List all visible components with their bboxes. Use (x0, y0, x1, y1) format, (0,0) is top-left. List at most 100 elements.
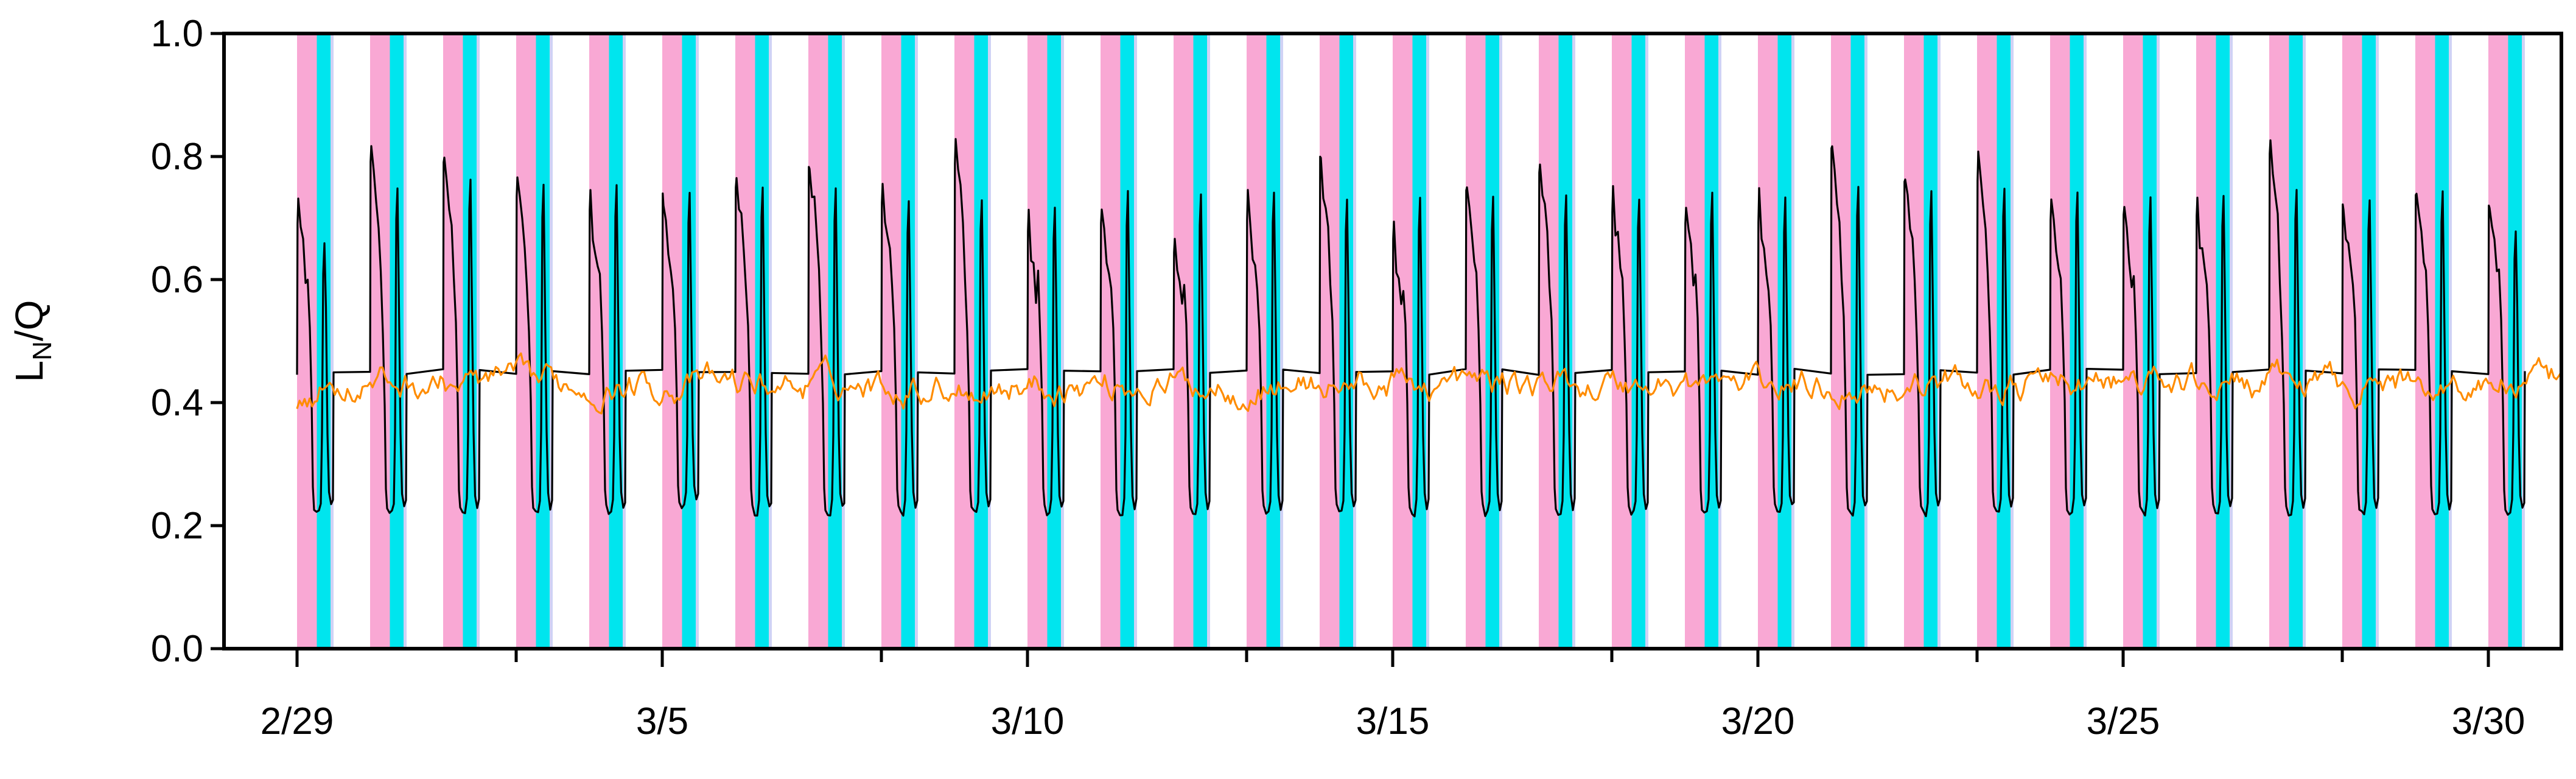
band-cyan (609, 33, 623, 649)
band-lavender (1864, 33, 1867, 649)
band-pink (1247, 33, 1267, 649)
band-cyan (2070, 33, 2084, 649)
band-pink (2196, 33, 2216, 649)
band-pink (2488, 33, 2508, 649)
band-cyan (1631, 33, 1645, 649)
band-lavender (550, 33, 553, 649)
band-lavender (915, 33, 918, 649)
band-cyan (317, 33, 331, 649)
y-axis-title-subscript: N (27, 341, 57, 361)
y-axis-title-rest: /Q (7, 300, 51, 342)
y-tick-label: 1.0 (151, 13, 203, 55)
band-pink (1466, 33, 1486, 649)
series-layer (296, 138, 2563, 518)
band-lavender (1791, 33, 1794, 649)
band-lavender (1645, 33, 1648, 649)
band-pink (954, 33, 975, 649)
band-pink (589, 33, 609, 649)
band-lavender (623, 33, 626, 649)
band-cyan (2143, 33, 2157, 649)
band-lavender (1134, 33, 1137, 649)
band-lavender (331, 33, 334, 649)
band-lavender (1572, 33, 1575, 649)
band-pink (443, 33, 463, 649)
band-lavender (1280, 33, 1283, 649)
x-tick-label: 3/5 (636, 700, 688, 742)
band-lavender (842, 33, 845, 649)
band-cyan (682, 33, 696, 649)
band-cyan (390, 33, 404, 649)
band-pink (1977, 33, 1997, 649)
band-pink (1027, 33, 1048, 649)
y-axis-title-main: L (7, 361, 51, 382)
band-lavender (1937, 33, 1941, 649)
band-cyan (1193, 33, 1207, 649)
x-tick-label: 3/25 (2087, 700, 2160, 742)
y-tick-label: 0.6 (151, 259, 203, 301)
band-pink (2123, 33, 2143, 649)
band-lavender (2011, 33, 2014, 649)
band-lavender (2303, 33, 2306, 649)
x-tick-label: 3/30 (2452, 700, 2525, 742)
band-pink (1685, 33, 1705, 649)
band-pink (1831, 33, 1851, 649)
y-axis: 0.0 0.2 0.4 0.6 0.8 1.0 (151, 13, 224, 670)
band-pink (881, 33, 901, 649)
band-lavender (988, 33, 991, 649)
band-pink (662, 33, 682, 649)
band-lavender (1718, 33, 1721, 649)
x-tick-label: 3/20 (1721, 700, 1795, 742)
y-tick-label: 0.4 (151, 382, 203, 424)
band-lavender (1353, 33, 1356, 649)
band-cyan (1339, 33, 1353, 649)
band-lavender (404, 33, 407, 649)
band-lavender (2157, 33, 2160, 649)
band-cyan (2362, 33, 2376, 649)
band-pink (297, 33, 317, 649)
band-pink (1539, 33, 1559, 649)
band-pink (1101, 33, 1121, 649)
band-cyan (974, 33, 988, 649)
band-cyan (1485, 33, 1499, 649)
x-axis: 2/29 3/5 3/10 3/15 3/20 3/25 3/30 (261, 649, 2525, 742)
series-orange-line (296, 352, 2563, 415)
y-tick-label: 0.2 (151, 505, 203, 547)
band-pink (808, 33, 828, 649)
band-lavender (2449, 33, 2452, 649)
y-axis-title: LN/Q (7, 300, 57, 382)
band-pink (2050, 33, 2070, 649)
band-pink (2415, 33, 2435, 649)
band-cyan (1120, 33, 1134, 649)
shaded-bands (297, 33, 2525, 649)
band-lavender (1499, 33, 1502, 649)
band-lavender (1061, 33, 1064, 649)
band-lavender (769, 33, 772, 649)
band-pink (1758, 33, 1778, 649)
band-cyan (828, 33, 842, 649)
band-pink (370, 33, 390, 649)
band-cyan (755, 33, 769, 649)
band-cyan (1997, 33, 2011, 649)
band-pink (516, 33, 536, 649)
band-cyan (2289, 33, 2303, 649)
band-cyan (1704, 33, 1718, 649)
band-pink (735, 33, 755, 649)
band-cyan (1266, 33, 1280, 649)
band-cyan (1923, 33, 1937, 649)
band-cyan (1558, 33, 1572, 649)
band-cyan (1412, 33, 1426, 649)
band-lavender (2230, 33, 2233, 649)
y-tick-label: 0.8 (151, 136, 203, 178)
band-cyan (536, 33, 550, 649)
x-tick-label: 3/15 (1356, 700, 1430, 742)
band-cyan (901, 33, 915, 649)
band-lavender (1207, 33, 1210, 649)
band-lavender (2522, 33, 2525, 649)
y-tick-label: 0.0 (151, 628, 203, 670)
band-cyan (463, 33, 477, 649)
x-tick-label: 3/10 (991, 700, 1065, 742)
band-lavender (477, 33, 480, 649)
band-pink (2342, 33, 2362, 649)
